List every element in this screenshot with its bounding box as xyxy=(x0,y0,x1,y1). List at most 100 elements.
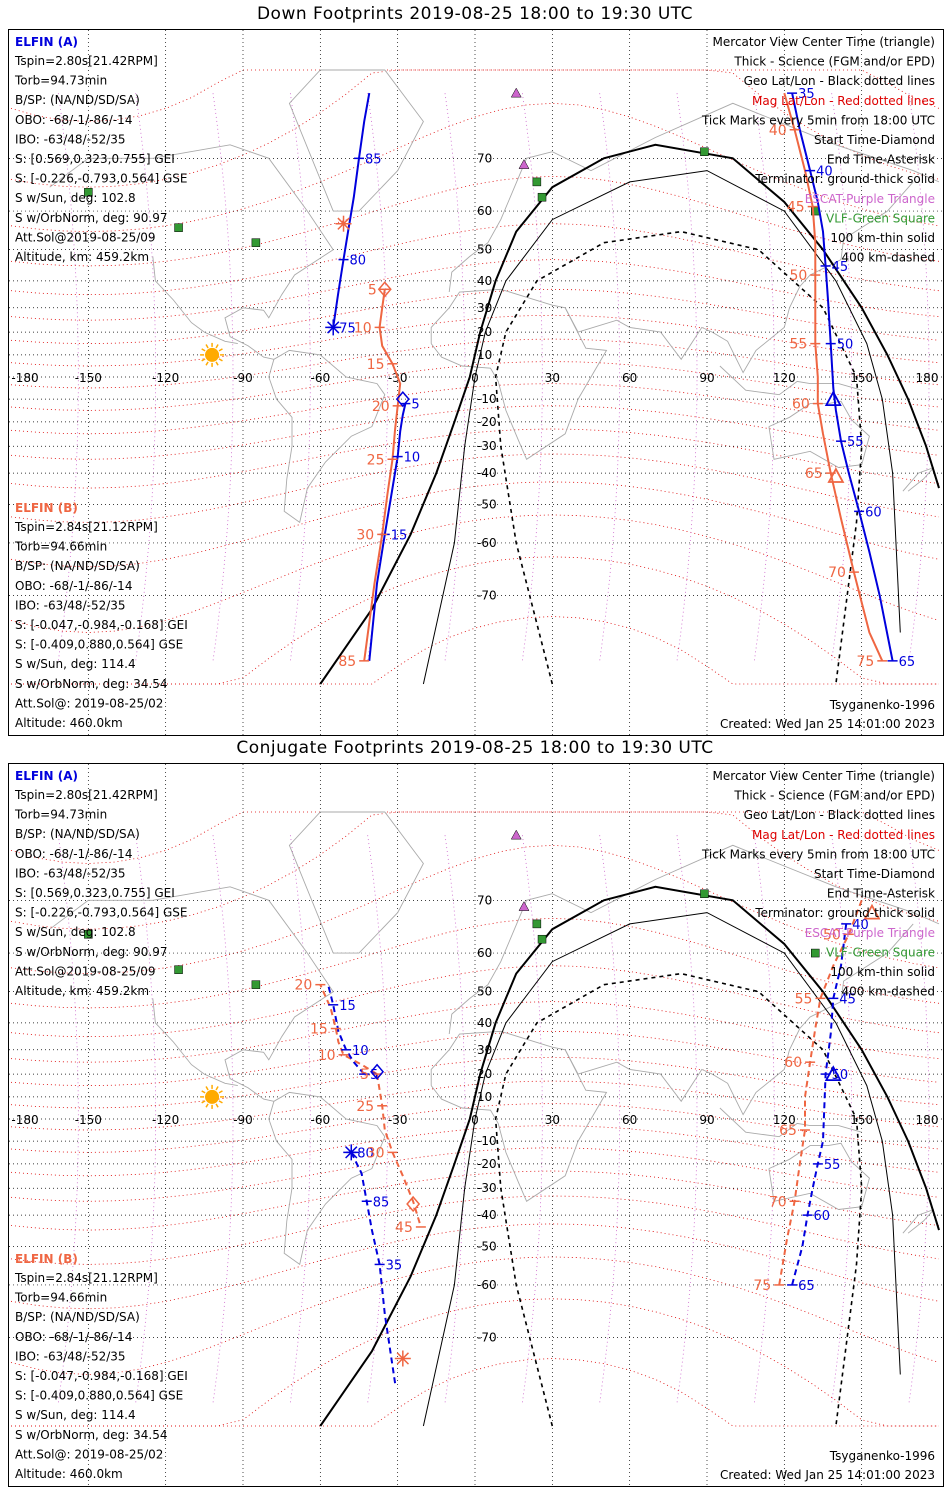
lon-tick-label: -30 xyxy=(388,1113,408,1127)
legend-line: Terminator: ground-thick solid xyxy=(754,172,935,186)
mag-lon-line xyxy=(367,93,389,661)
elfin-a-info-line: S: [0.569,0.323,0.755] GEI xyxy=(15,886,175,900)
view-triangle-icon xyxy=(863,903,881,920)
elfin-a-title: ELFIN (A) xyxy=(15,769,78,783)
elfin-a-tick-label: 35 xyxy=(386,1258,403,1273)
elfin-b-tick-label: 10 xyxy=(354,320,372,336)
sun-ray xyxy=(201,358,206,362)
legend-line: ESCAT-Purple Triangle xyxy=(805,926,935,940)
mag-lat-line xyxy=(11,1298,939,1427)
mag-lat-line xyxy=(10,102,940,233)
elfin-b-tick-label: 30 xyxy=(356,527,374,543)
lon-tick-label: 30 xyxy=(545,1113,560,1127)
model-label: Tsyganenko-1996 xyxy=(829,698,935,712)
elfin-a-info-line: S: [0.569,0.323,0.755] GEI xyxy=(15,152,175,166)
elfin-b-info-line: S: [-0.409,0.880,0.564] GSE xyxy=(15,1389,183,1403)
sun-ray xyxy=(201,1090,206,1094)
mag-lon-line xyxy=(831,835,853,1403)
mag-lat-line xyxy=(10,1001,940,1063)
vlf-square xyxy=(532,177,542,187)
coastline xyxy=(448,844,940,1035)
map-svg-down: -180 -150 -120 -90 -60 -30 0 30 60 90 120 150 180 70 6… xyxy=(9,30,943,735)
elfin-a-info-line: Tspin=2.80s[21.42RPM] xyxy=(14,788,158,802)
sun-ray xyxy=(205,1103,209,1108)
lat-tick-label: -30 xyxy=(477,439,497,453)
elfin-b-tick-label: 75 xyxy=(753,1278,771,1294)
lat-tick-label: -60 xyxy=(477,536,497,550)
sun-ray xyxy=(218,1100,223,1104)
created-label: Created: Wed Jan 25 14:01:00 2023 xyxy=(720,1468,935,1482)
elfin-b-tick-label: 55 xyxy=(789,337,807,353)
coastline xyxy=(564,181,914,374)
elfin-a-info-line: Altitude, km: 459.2km xyxy=(15,984,149,998)
sun-icon xyxy=(205,1089,220,1104)
elfin-b-tick-label: 65 xyxy=(805,466,823,482)
lat-tick-label: -20 xyxy=(477,1157,497,1171)
lon-tick-label: -60 xyxy=(311,1113,331,1127)
elfin-b-tick-label: 40 xyxy=(769,123,787,139)
elfin-b-tick-label: 75 xyxy=(856,654,874,670)
elfin-a-info-line: Att.Sol@2019-08-25/09 xyxy=(15,230,156,244)
elfin-a-track xyxy=(332,92,371,328)
lon-tick-label: -150 xyxy=(75,1113,102,1127)
mag-lat-line xyxy=(10,811,940,930)
vlf-square xyxy=(251,238,261,247)
sun-ray xyxy=(205,344,209,349)
terminators xyxy=(319,885,940,1427)
elfin-a-info-line: Att.Sol@2019-08-25/09 xyxy=(15,964,156,978)
elfin-a-track xyxy=(791,923,848,1286)
vlf-square xyxy=(532,919,542,929)
elfin-a-track xyxy=(791,92,894,662)
lon-tick-label: 120 xyxy=(773,371,796,385)
lat-tick-label: -10 xyxy=(477,392,497,406)
lon-tick-label: 0 xyxy=(471,371,479,385)
map-svg-conjugate: -180 -150 -120 -90 -60 -30 0 30 60 90 120 150 180 70 6… xyxy=(9,764,943,1486)
coastline xyxy=(902,1209,935,1234)
stations xyxy=(84,87,820,247)
legend-line: Tick Marks every 5min from 18:00 UTC xyxy=(701,847,935,861)
elfin-b-track xyxy=(319,984,378,1075)
coastline xyxy=(430,288,608,460)
legend-line: Start Time-Diamond xyxy=(814,867,935,881)
elfin-a-tick-label: 40 xyxy=(816,165,833,180)
elfin-b-tick-label: 20 xyxy=(372,399,390,415)
lon-tick-label: 150 xyxy=(850,1113,873,1127)
vlf-square xyxy=(84,188,93,197)
elfin-b-title: ELFIN (B) xyxy=(15,1252,78,1266)
lat-tick-label: 70 xyxy=(477,893,492,907)
mag-lon-line xyxy=(57,93,79,661)
sun-ray xyxy=(201,1100,206,1104)
elfin-b-info-line: S w/Sun, deg: 114.4 xyxy=(15,1408,136,1422)
legend-line: 400 km-dashed xyxy=(841,251,935,265)
elfin-a-info-line: S: [-0.226,-0.793,0.564] GSE xyxy=(15,172,188,186)
lat-tick-label: 50 xyxy=(477,243,492,257)
escat-triangle xyxy=(518,901,530,911)
elfin-a-info-line: Altitude, km: 459.2km xyxy=(15,250,149,264)
elfin-a-info-line: B/SP: (NA/ND/SD/SA) xyxy=(15,827,140,841)
mag-lat-line xyxy=(10,69,940,188)
lat-tick-label: 60 xyxy=(477,204,492,218)
elfin-a-info-line: B/SP: (NA/ND/SD/SA) xyxy=(15,93,140,107)
elfin-a-tick-label: 80 xyxy=(350,254,367,269)
elfin-b-info-line: S: [-0.047,-0.984,-0.168] GEI xyxy=(15,618,188,632)
elfin-a-track xyxy=(368,403,407,661)
elfin-a-tick-label: 60 xyxy=(865,505,882,520)
mag-lat-line xyxy=(10,288,940,345)
coastline xyxy=(768,400,870,468)
elfin-a-info-line: S w/Sun, deg: 102.8 xyxy=(15,191,136,205)
elfin-b-info-line: B/SP: (NA/ND/SD/SA) xyxy=(15,1310,140,1324)
mag-lon-line xyxy=(57,835,79,1403)
legend-line: VLF-Green Square xyxy=(826,945,935,959)
elfin-b-info-line: S: [-0.409,0.880,0.564] GSE xyxy=(15,638,183,652)
vlf-square xyxy=(537,192,547,202)
legend-line: Start Time-Diamond xyxy=(814,133,935,147)
lat-tick-label: -60 xyxy=(477,1278,497,1292)
mag-lat-line xyxy=(10,453,940,523)
elfin-a-info-line: Torb=94.73min xyxy=(14,74,107,88)
lat-tick-label: 10 xyxy=(477,348,492,362)
elfin-b-tick-label: 15 xyxy=(310,1022,328,1038)
lon-tick-label: 60 xyxy=(622,1113,637,1127)
coastline xyxy=(448,102,940,293)
coastline xyxy=(719,1107,862,1138)
elfin-b-tick-label: 25 xyxy=(367,452,385,468)
